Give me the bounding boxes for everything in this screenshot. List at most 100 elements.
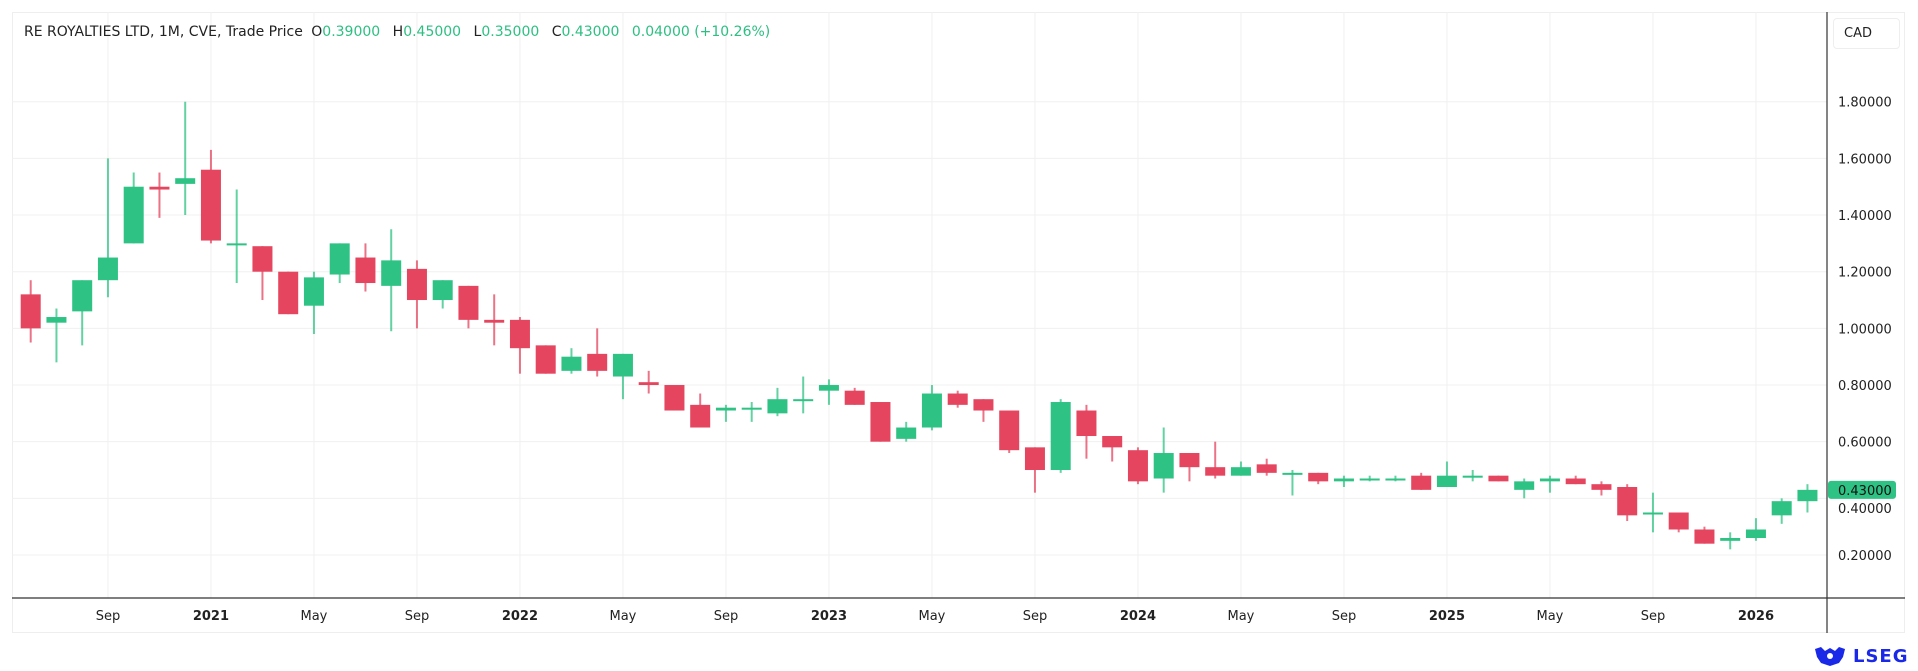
candle-down bbox=[1205, 441, 1226, 479]
x-tick-label: Sep bbox=[714, 609, 739, 624]
candle-down bbox=[1591, 481, 1612, 496]
candle-body bbox=[1797, 489, 1818, 502]
candle-up bbox=[896, 421, 917, 442]
candle-up bbox=[715, 404, 736, 422]
candle-up bbox=[1771, 498, 1792, 524]
y-tick-label: 1.40000 bbox=[1838, 209, 1892, 224]
lseg-logo: LSEG bbox=[1813, 645, 1909, 667]
candle-body bbox=[973, 399, 994, 411]
x-tick-label: May bbox=[1228, 609, 1255, 624]
candle-body bbox=[921, 393, 942, 428]
candle-body bbox=[509, 319, 530, 349]
change-value: 0.04000 (+10.26%) bbox=[631, 24, 771, 40]
high-value: 0.45000 bbox=[403, 24, 462, 40]
candle-up bbox=[1436, 461, 1457, 488]
x-tick-label: 2021 bbox=[193, 609, 229, 624]
candle-body bbox=[458, 285, 479, 320]
y-tick-label: 1.20000 bbox=[1838, 266, 1892, 281]
candle-body bbox=[1745, 529, 1766, 539]
candle-down bbox=[664, 385, 685, 411]
low-value: 0.35000 bbox=[481, 24, 540, 40]
open-label: O bbox=[311, 24, 323, 40]
candle-down bbox=[535, 345, 556, 374]
candle-up bbox=[1333, 475, 1354, 488]
candle-up bbox=[72, 280, 93, 346]
candle-down bbox=[406, 260, 427, 329]
candle-up bbox=[561, 348, 582, 374]
candle-body bbox=[715, 407, 736, 411]
candle-down bbox=[278, 271, 299, 315]
candle-body bbox=[870, 402, 891, 442]
candle-body bbox=[484, 319, 505, 323]
candle-body bbox=[1565, 478, 1586, 485]
candle-up bbox=[175, 101, 196, 216]
candle-body bbox=[1308, 472, 1329, 482]
candle-down bbox=[484, 294, 505, 346]
candle-body bbox=[1076, 410, 1097, 437]
candle-body bbox=[1771, 501, 1792, 516]
candle-up bbox=[921, 385, 942, 431]
chart-frame bbox=[12, 12, 1905, 633]
candle-body bbox=[432, 280, 453, 301]
candle-body bbox=[896, 427, 917, 439]
candle-down bbox=[149, 172, 170, 218]
candle-up bbox=[1642, 492, 1663, 533]
candle-body bbox=[1488, 475, 1509, 482]
candle-up bbox=[432, 280, 453, 309]
candle-down bbox=[458, 285, 479, 329]
candle-body bbox=[612, 353, 633, 377]
y-tick-label: 0.80000 bbox=[1838, 379, 1892, 394]
candle-up bbox=[329, 243, 350, 284]
currency-button[interactable]: CAD bbox=[1833, 18, 1900, 49]
symbol-title: RE ROYALTIES LTD, 1M, CVE, Trade Price bbox=[24, 24, 303, 40]
close-label: C bbox=[551, 24, 562, 40]
candle-body bbox=[1642, 512, 1663, 515]
x-tick-label: 2024 bbox=[1120, 609, 1156, 624]
candle-body bbox=[1024, 447, 1045, 471]
candle-body bbox=[587, 353, 608, 371]
candle-body bbox=[1436, 475, 1457, 488]
candle-body bbox=[1179, 453, 1200, 468]
candle-body bbox=[947, 393, 968, 405]
candle-body bbox=[149, 186, 170, 190]
candle-body bbox=[818, 385, 839, 391]
candle-body bbox=[72, 280, 93, 312]
candle-up bbox=[1797, 484, 1818, 513]
last-price-tag bbox=[1828, 480, 1896, 499]
candle-body bbox=[200, 169, 221, 241]
candle-body bbox=[1591, 484, 1612, 490]
candle-up bbox=[1539, 475, 1560, 493]
candle-body bbox=[355, 257, 376, 284]
candle-body bbox=[1514, 481, 1535, 490]
y-tick-label: 1.00000 bbox=[1838, 322, 1892, 337]
candle-body bbox=[767, 399, 788, 414]
x-tick-label: May bbox=[301, 609, 328, 624]
candle-body bbox=[97, 257, 118, 281]
candle-body bbox=[1720, 538, 1741, 541]
candle-down bbox=[1411, 472, 1432, 490]
y-tick-label: 1.60000 bbox=[1838, 152, 1892, 167]
y-tick-label: 0.20000 bbox=[1838, 549, 1892, 564]
candle-body bbox=[46, 317, 67, 323]
candle-body bbox=[1617, 487, 1638, 516]
candle-body bbox=[561, 356, 582, 371]
candle-body bbox=[638, 382, 659, 386]
candle-down bbox=[999, 410, 1020, 454]
candle-down bbox=[1076, 404, 1097, 459]
last-price-label: 0.43000 bbox=[1838, 484, 1892, 499]
brand-name: LSEG bbox=[1853, 645, 1909, 667]
candle-up bbox=[381, 229, 402, 332]
x-tick-label: Sep bbox=[96, 609, 121, 624]
x-tick-label: Sep bbox=[1641, 609, 1666, 624]
candle-up bbox=[793, 376, 814, 414]
candle-body bbox=[1333, 478, 1354, 482]
candle-up bbox=[1282, 470, 1303, 496]
candle-down bbox=[20, 280, 41, 343]
candle-down bbox=[1488, 475, 1509, 482]
candle-body bbox=[1462, 475, 1483, 478]
candle-down bbox=[252, 246, 273, 301]
candle-body bbox=[1668, 512, 1689, 530]
candle-body bbox=[303, 277, 324, 306]
candle-body bbox=[793, 399, 814, 402]
